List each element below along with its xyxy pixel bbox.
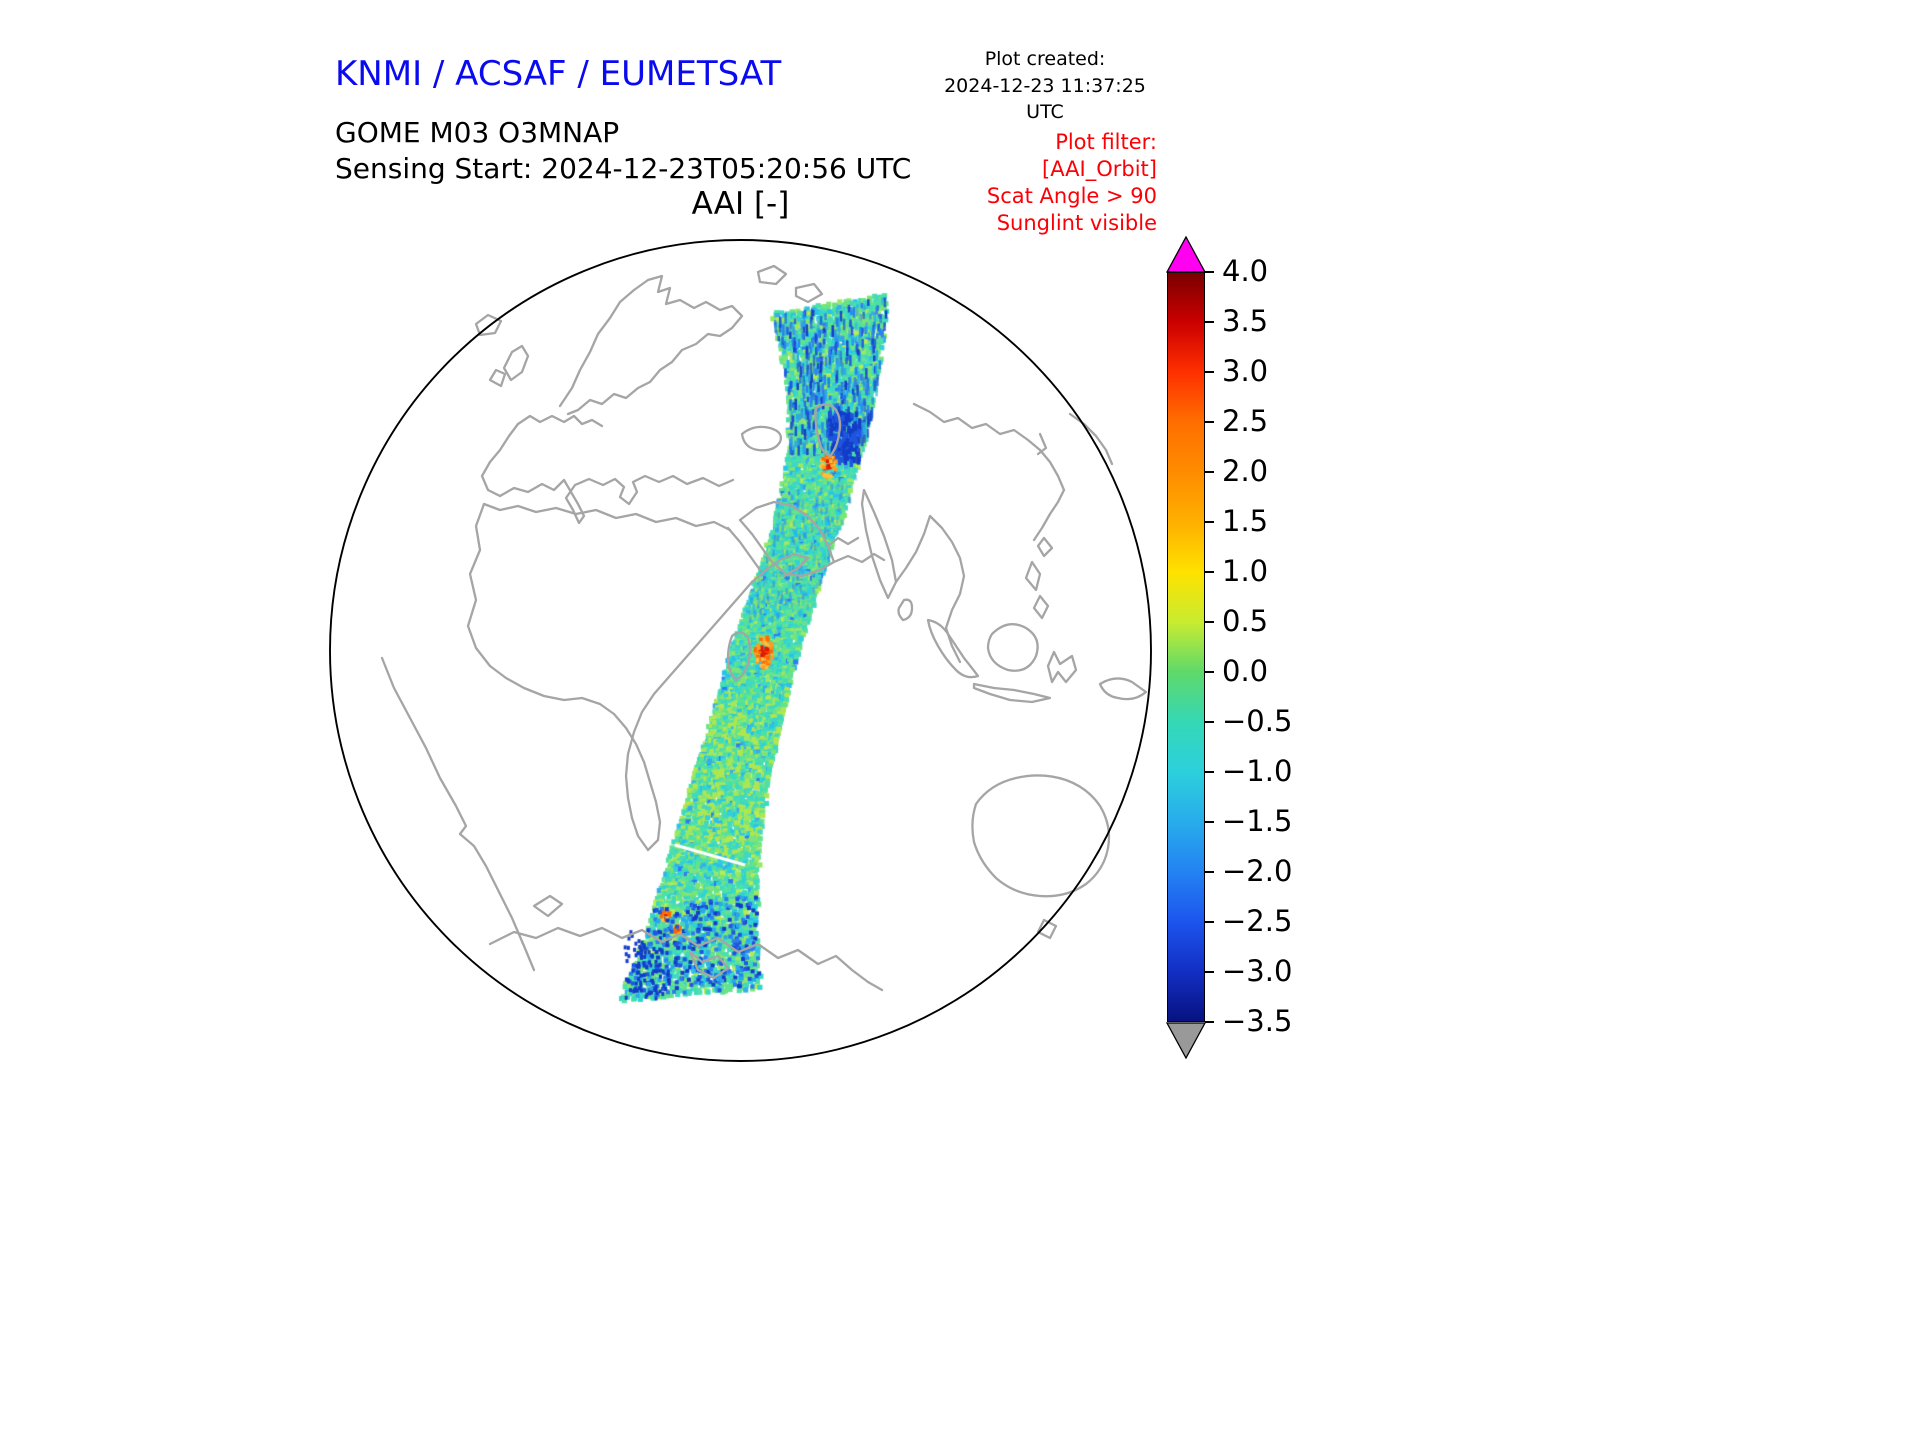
coastline-segment	[1098, 677, 1148, 701]
colorbar-tick-label: 0.5	[1222, 603, 1269, 638]
plot-filter-line: [AAI_Orbit]	[1042, 156, 1157, 181]
colorbar-tick-label: −2.5	[1222, 903, 1293, 938]
coastline-segment	[1036, 432, 1048, 456]
coastline-segment	[971, 774, 1111, 898]
coastline-segment	[756, 264, 788, 286]
colorbar-tick-mark	[1205, 871, 1214, 873]
colorbar-tick-label: 3.5	[1222, 303, 1269, 338]
coastline-segment	[380, 656, 536, 972]
colorbar-tick-label: −1.5	[1222, 803, 1293, 838]
coastline-segment	[1036, 536, 1054, 558]
globe	[328, 238, 1153, 1063]
plot-filter-line: Sunglint visible	[996, 210, 1157, 235]
plot-filter-block: Plot filter: [AAI_Orbit] Scat Angle > 90…	[987, 129, 1157, 237]
coastline-segment	[482, 502, 732, 532]
coastline-segment	[912, 402, 1066, 542]
colorbar-tick-mark	[1205, 621, 1214, 623]
colorbar-gradient	[1167, 272, 1205, 1022]
colorbar-tick-mark	[1205, 321, 1214, 323]
coastline-segment	[740, 425, 783, 452]
colorbar-tick-mark	[1205, 471, 1214, 473]
colorbar-tick-mark	[1205, 721, 1214, 723]
aai-swath-canvas	[328, 238, 1153, 1063]
coastline-segment	[814, 403, 842, 458]
plot-created-label: Plot created:	[984, 48, 1106, 70]
colorbar-tick-mark	[1205, 821, 1214, 823]
coastline-segment	[826, 536, 860, 548]
colorbar-tick-label: −1.0	[1222, 753, 1293, 788]
sensing-start: Sensing Start: 2024-12-23T05:20:56 UTC	[335, 152, 912, 185]
colorbar-tick-mark	[1205, 521, 1214, 523]
colorbar-ticks: 4.0 3.5 3.0 2.5 2.0 1.5 1.0 0.5 0.0 −0.5 −1.0 −1.5 −…	[1205, 254, 1365, 1038]
colorbar-tick-label: 2.5	[1222, 403, 1269, 438]
coastline-segment	[1036, 918, 1058, 940]
colorbar-tick-label: 0.0	[1222, 653, 1269, 688]
coastline-segment	[860, 488, 898, 600]
colorbar-tick-label: 2.0	[1222, 453, 1269, 488]
colorbar-tick-mark	[1205, 421, 1214, 423]
colorbar-tick-mark	[1205, 771, 1214, 773]
coastline-segment	[726, 631, 752, 682]
colorbar-tick-mark	[1205, 371, 1214, 373]
agency-title: KNMI / ACSAF / EUMETSAT	[335, 54, 782, 94]
coastline-segment	[738, 518, 774, 564]
coastline-segment	[832, 552, 886, 564]
colorbar-over-arrow	[1166, 236, 1206, 273]
coastline-segment	[480, 422, 520, 498]
coastline-segment	[624, 552, 810, 852]
colorbar-tick-mark	[1205, 671, 1214, 673]
coastline-segment	[794, 282, 824, 304]
coastline-segment	[1046, 650, 1078, 684]
colorbar-tick-mark	[1205, 921, 1214, 923]
colorbar-tick-mark	[1205, 971, 1214, 973]
coastline-segment	[516, 414, 604, 428]
plot-filter-title: Plot filter:	[1055, 130, 1157, 154]
coastline-segment	[726, 526, 762, 572]
coastline-segment	[502, 344, 530, 382]
globe-overlay	[329, 239, 1152, 1062]
coastline-segment	[986, 623, 1039, 672]
coastline-segment	[488, 926, 884, 992]
colorbar-tick-mark	[1205, 1021, 1214, 1023]
colorbar-tick-label: −3.0	[1222, 953, 1293, 988]
plot-filter-line: Scat Angle > 90	[986, 183, 1157, 208]
coastline-segment	[738, 500, 836, 578]
colorbar-tick-mark	[1205, 571, 1214, 573]
coastline-segment	[1032, 594, 1050, 620]
coastline-segment	[466, 502, 662, 852]
colorbar-tick-label: 4.0	[1222, 253, 1269, 288]
coastline-segment	[972, 682, 1052, 704]
coastline-segment	[558, 274, 744, 416]
colorbar-tick-label: 3.0	[1222, 353, 1269, 388]
colorbar-tick-label: −0.5	[1222, 703, 1293, 738]
colorbar-tick-label: −3.5	[1222, 1003, 1293, 1038]
coastline-segment	[897, 598, 914, 622]
coastline-segment	[1024, 560, 1042, 592]
globe-outline	[329, 239, 1152, 1062]
coastlines	[380, 264, 1148, 992]
colorbar: 4.0 3.5 3.0 2.5 2.0 1.5 1.0 0.5 0.0 −0.5 −1.0 −1.5 −…	[1166, 236, 1467, 1096]
coastline-segment	[688, 950, 730, 980]
colorbar-under-arrow	[1166, 1022, 1206, 1059]
product-title: GOME M03 O3MNAP	[335, 116, 620, 149]
plot-created-timestamp: 2024-12-23 11:37:25 UTC	[944, 74, 1146, 124]
colorbar-tick-label: 1.0	[1222, 553, 1269, 588]
plot-created-block: Plot created: 2024-12-23 11:37:25 UTC	[928, 46, 1162, 126]
coastline-segment	[926, 618, 980, 679]
colorbar-tick-label: −2.0	[1222, 853, 1293, 888]
coastline-segment	[1068, 412, 1114, 466]
colorbar-tick-label: 1.5	[1222, 503, 1269, 538]
coastline-segment	[498, 474, 735, 525]
coastline-segment	[474, 313, 503, 337]
plot-title: AAI [-]	[691, 186, 790, 222]
coastline-segment	[532, 894, 564, 918]
colorbar-tick-mark	[1205, 271, 1214, 273]
coastline-segment	[894, 514, 966, 664]
coastline-segment	[488, 368, 507, 388]
